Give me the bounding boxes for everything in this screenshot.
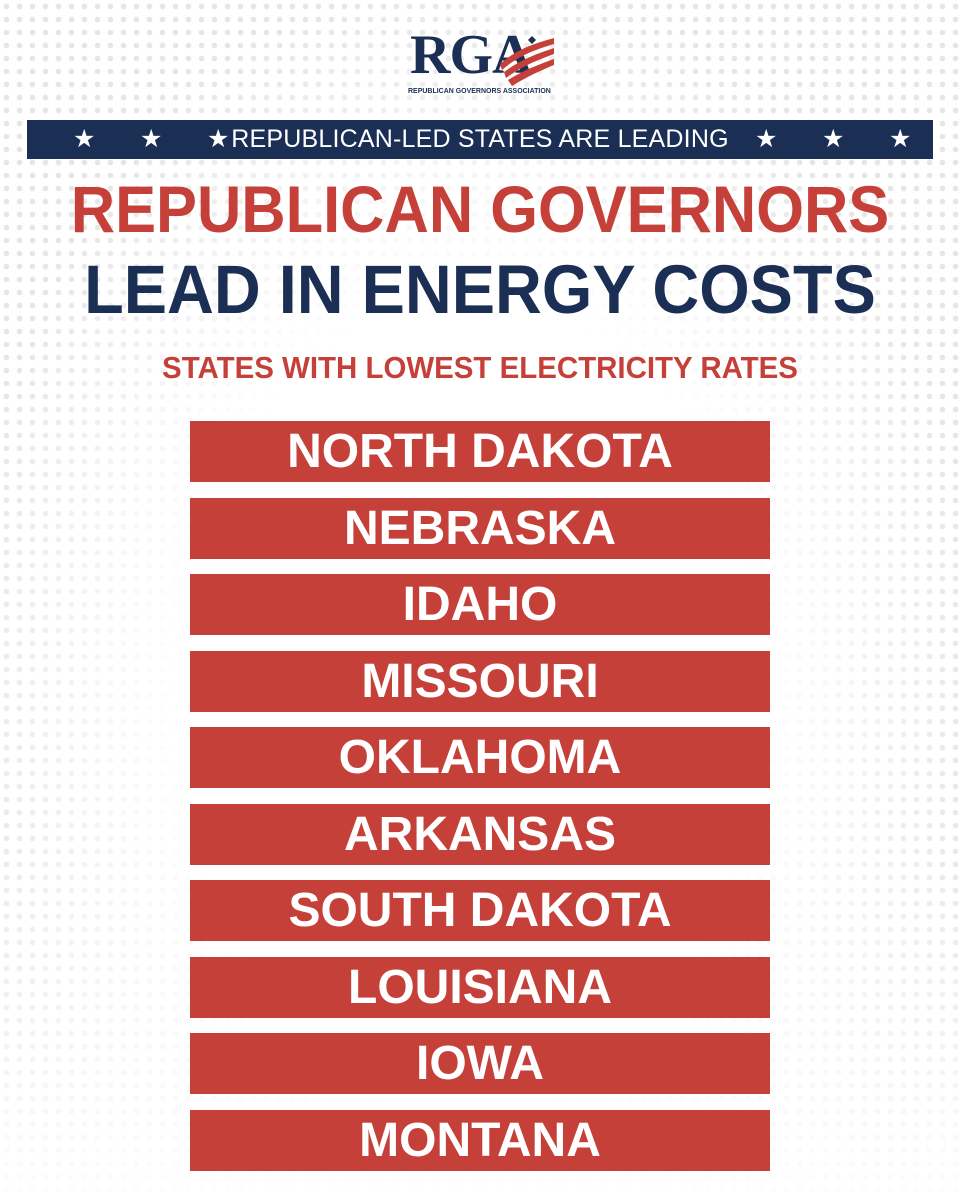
state-item: IDAHO	[190, 574, 770, 635]
star-icon: ★	[755, 125, 778, 153]
logo-mark: RGA	[410, 26, 555, 86]
banner: ★ ★ ★ REPUBLICAN-LED STATES ARE LEADING …	[27, 120, 933, 159]
star-icon: ★	[822, 125, 845, 153]
star-icon: ★	[889, 125, 912, 153]
rga-logo: RGA REPUBLICAN GOVERNORS ASSOCIATION	[408, 26, 555, 98]
state-item: NEBRASKA	[190, 497, 770, 559]
state-item: OKLAHOMA	[190, 727, 770, 788]
state-item: NORTH DAKOTA	[190, 421, 770, 482]
star-icon: ★	[140, 125, 163, 153]
state-item: LOUISIANA	[190, 956, 770, 1018]
state-item: SOUTH DAKOTA	[190, 880, 770, 941]
headline-line-1: REPUBLICAN GOVERNORS	[70, 172, 890, 246]
banner-text: REPUBLICAN-LED STATES ARE LEADING	[231, 125, 729, 153]
logo-subtitle: REPUBLICAN GOVERNORS ASSOCIATION	[408, 86, 551, 95]
headline-line-2: LEAD IN ENERGY COSTS	[84, 251, 876, 328]
star-icon: ★	[207, 125, 230, 153]
state-item: IOWA	[190, 1033, 770, 1094]
state-item: MONTANA	[190, 1109, 770, 1171]
state-item: ARKANSAS	[190, 803, 770, 865]
subheadline: STATES WITH LOWEST ELECTRICITY RATES	[162, 350, 798, 385]
state-list: NORTH DAKOTA NEBRASKA IDAHO MISSOURI OKL…	[190, 421, 770, 1186]
star-icon: ★	[73, 125, 96, 153]
flag-stripes-icon	[500, 36, 554, 86]
state-item: MISSOURI	[190, 650, 770, 712]
